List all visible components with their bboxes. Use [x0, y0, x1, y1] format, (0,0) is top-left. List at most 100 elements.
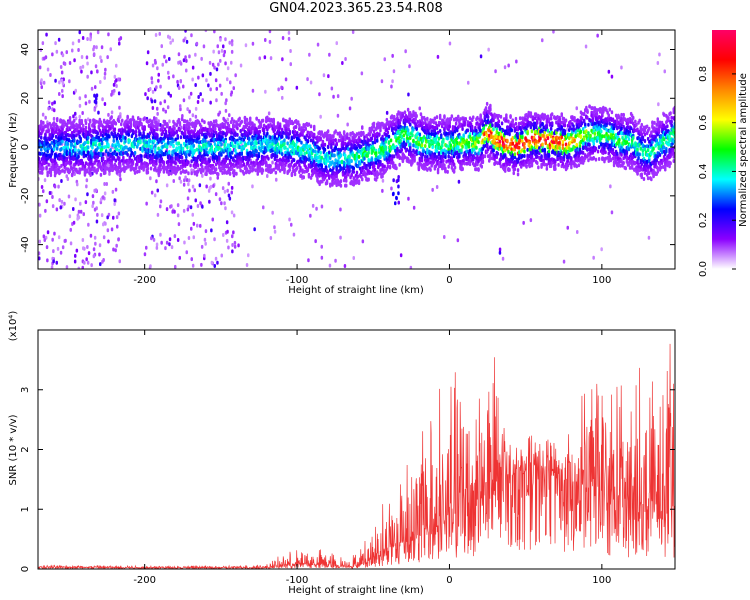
- spectrogram-cell: [189, 117, 192, 122]
- spectrogram-cell: [81, 238, 85, 242]
- spectrogram-cell: [105, 129, 108, 134]
- spectrogram-cell: [333, 153, 336, 158]
- spectrogram-cell: [228, 113, 231, 118]
- spectrogram-cell: [400, 134, 403, 139]
- spectrogram-cell: [116, 140, 120, 145]
- spectrogram-cell: [260, 145, 264, 150]
- spectrogram-cell: [444, 166, 447, 171]
- spectrogram-cell: [305, 133, 309, 138]
- spectrogram-cell: [223, 201, 226, 206]
- spectrogram-cell: [352, 256, 355, 260]
- spectrogram-cell: [161, 144, 165, 149]
- spectrogram-cell: [194, 114, 198, 119]
- spectrogram-cell: [280, 85, 283, 90]
- spectrogram-cell: [267, 111, 271, 116]
- spectrogram-cell: [467, 144, 471, 149]
- spectrogram-cell: [324, 173, 328, 178]
- spectrogram-cell: [121, 158, 124, 163]
- spectrogram-cell: [361, 239, 365, 244]
- spectrogram-cell: [356, 164, 360, 168]
- spectrogram-cell: [161, 62, 164, 67]
- spectrogram-cell: [234, 144, 237, 149]
- spectrogram-cell: [44, 124, 47, 129]
- spectrogram-cell: [61, 53, 65, 58]
- spectrogram-cell: [306, 77, 309, 82]
- spectrogram-cell: [350, 159, 353, 163]
- spectrogram-cell: [150, 99, 154, 104]
- spectrogram-cell: [385, 136, 389, 141]
- spectrogram-cell: [277, 87, 280, 92]
- spectrogram-cell: [278, 161, 282, 165]
- spectrogram-cell: [69, 139, 73, 144]
- spectrogram-cell: [474, 151, 477, 156]
- spectrogram-cell: [41, 170, 44, 175]
- spectrogram-cell: [56, 117, 59, 121]
- spectrogram-cell: [288, 217, 291, 222]
- spectrogram-cell: [231, 249, 234, 254]
- spectrogram-cell: [54, 41, 57, 46]
- spectrogram-cell: [399, 138, 402, 143]
- spectrogram-cell: [155, 85, 158, 90]
- spectrogram-cell: [331, 160, 334, 165]
- spectrogram-cell: [62, 146, 65, 150]
- spectrogram-cell: [200, 244, 204, 249]
- spectrogram-cell: [205, 78, 208, 83]
- spectrogram-cell: [403, 122, 407, 126]
- spectrogram-cell: [46, 170, 49, 175]
- spectrogram-cell: [141, 164, 144, 169]
- spectrogram-cell: [436, 167, 440, 172]
- spectrogram-cell: [44, 132, 47, 137]
- spectrogram-cell: [201, 173, 204, 178]
- spectrogram-cell: [207, 163, 210, 168]
- spectrogram-cell: [60, 147, 63, 151]
- spectrogram-cell: [45, 165, 48, 170]
- spectrogram-cell: [201, 204, 204, 209]
- spectrogram-cell: [51, 195, 54, 199]
- spectrogram-cell: [86, 74, 89, 79]
- spectrogram-cell: [454, 121, 458, 126]
- spectrogram-cell: [160, 44, 163, 49]
- spectrogram-cell: [93, 118, 96, 123]
- spectrogram-cell: [213, 65, 216, 70]
- spectrogram-cell: [269, 164, 272, 169]
- spectrogram-cell: [52, 121, 56, 126]
- spectrogram-cell: [51, 101, 54, 106]
- spectrogram-cell: [232, 86, 235, 91]
- spectrogram-cell: [81, 265, 84, 269]
- spectrogram-cell: [166, 140, 170, 145]
- spectrogram-cell: [401, 113, 405, 118]
- spectrogram-cell: [234, 73, 237, 78]
- spectrogram-cell: [255, 116, 258, 121]
- spectrogram-cell: [117, 211, 121, 216]
- spectrogram-cell: [194, 83, 197, 87]
- spectrogram-cell: [86, 145, 90, 150]
- spectrogram-cell: [182, 126, 186, 131]
- spectrogram-cell: [219, 130, 222, 135]
- spectrogram-cell: [110, 227, 114, 232]
- spectrogram-cell: [156, 127, 159, 132]
- spectrogram-cell: [101, 152, 105, 157]
- spectrogram-cell: [185, 58, 188, 63]
- spectrogram-cell: [38, 251, 41, 256]
- spectrogram-cell: [284, 163, 287, 167]
- spectrogram-cell: [94, 151, 97, 156]
- spectrogram-cell: [269, 123, 272, 128]
- spectrogram-cell: [92, 254, 96, 259]
- spectrogram-cell: [155, 245, 159, 250]
- spectrogram-cell: [456, 117, 459, 122]
- spectrogram-cell: [186, 135, 189, 139]
- spectrogram-cell: [48, 191, 52, 195]
- spectrogram-cell: [373, 167, 377, 172]
- spectrogram-cell: [431, 145, 434, 150]
- spectrogram-cell: [342, 178, 346, 183]
- spectrogram-cell: [266, 131, 269, 136]
- spectrogram-cell: [98, 142, 102, 147]
- spectrogram-cell: [77, 215, 81, 220]
- spectrogram-cell: [150, 149, 154, 154]
- spectrogram-cell: [262, 131, 266, 136]
- spectrogram-cell: [332, 141, 335, 146]
- spectrogram-cell: [303, 169, 306, 174]
- spectrogram-cell: [250, 128, 253, 133]
- spectrogram-cell: [405, 147, 409, 152]
- spectrogram-cell: [98, 252, 101, 257]
